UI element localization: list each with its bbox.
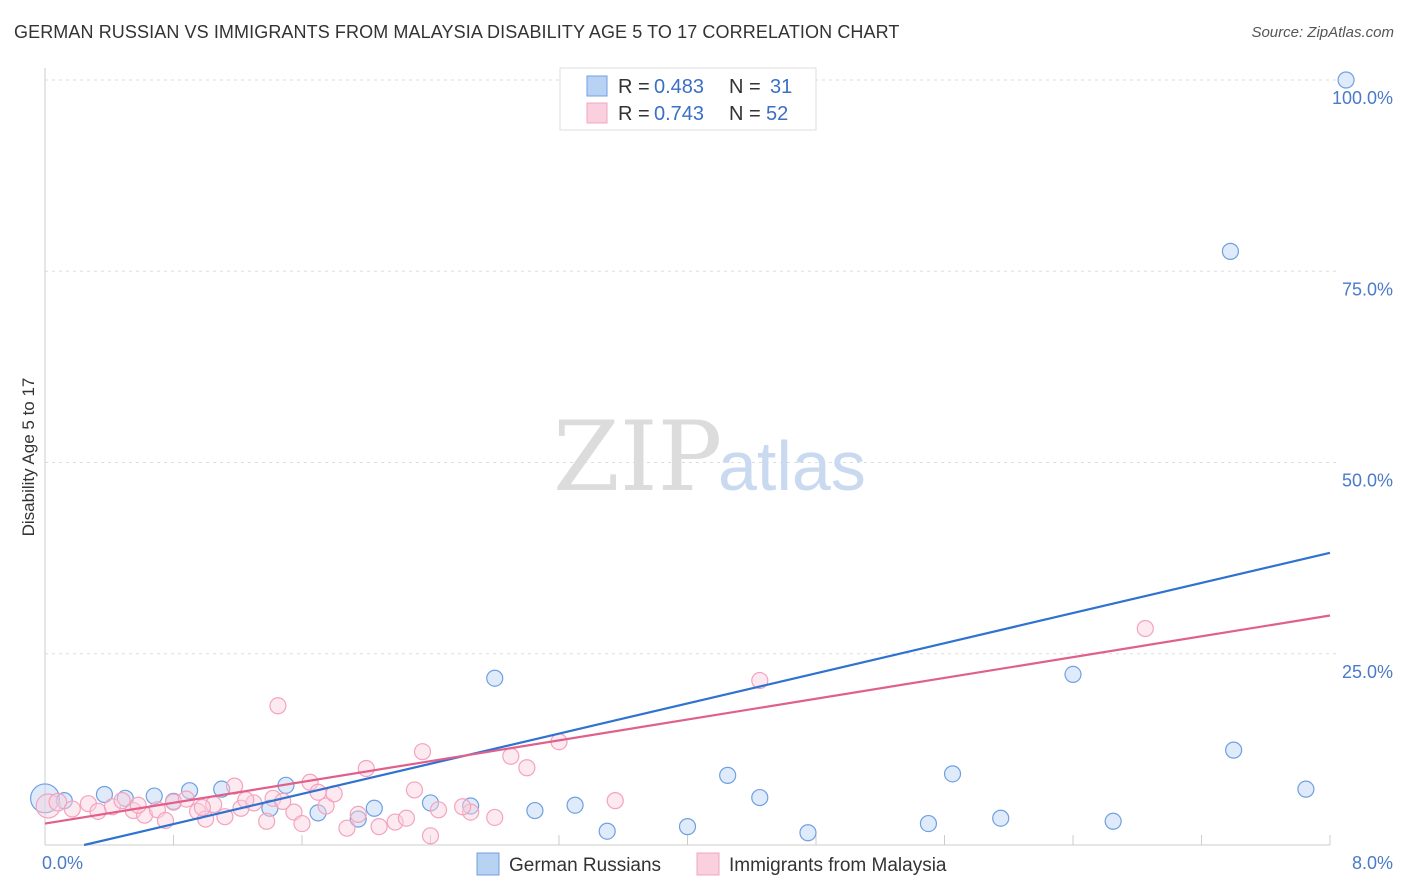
- malaysia-point: [421, 827, 440, 845]
- malaysia-point: [518, 759, 536, 777]
- malaysia-point: [397, 809, 416, 827]
- trendline-malaysia: [44, 614, 1331, 825]
- chart-title: GERMAN RUSSIAN VS IMMIGRANTS FROM MALAYS…: [14, 22, 900, 42]
- malaysia-point: [113, 792, 131, 810]
- malaysia-point: [1136, 619, 1154, 638]
- bottom-legend-swatch-malaysia: [696, 852, 720, 876]
- malaysia-point: [269, 697, 287, 715]
- german-russians-point: [992, 809, 1010, 827]
- malaysia-point: [349, 805, 367, 824]
- german-russians-point: [145, 787, 163, 805]
- legend-n-value-0: 31: [770, 76, 792, 98]
- legend-r-value-1: 0.743: [654, 103, 704, 125]
- german-russians-point: [598, 822, 616, 840]
- malaysia-point: [357, 759, 375, 778]
- y-tick-label: 75.0%: [1342, 279, 1393, 299]
- malaysia-point: [386, 813, 404, 831]
- german-russians-point: [751, 788, 769, 807]
- trendline-german-russians: [83, 551, 1331, 847]
- german-russians-point: [95, 785, 114, 804]
- y-tick-label: 100.0%: [1332, 88, 1393, 108]
- watermark-atlas: atlas: [718, 427, 866, 505]
- legend-n-label-1: N =: [729, 103, 761, 125]
- legend-r-label-1: R =: [618, 103, 650, 125]
- y-tick-label: 25.0%: [1342, 662, 1393, 682]
- german-russians-point: [919, 814, 938, 833]
- german-russians-point: [1297, 780, 1315, 798]
- legend-r-label-0: R =: [618, 76, 650, 98]
- malaysia-point: [274, 792, 292, 810]
- malaysia-point: [338, 819, 356, 837]
- source-credit: Source: ZipAtlas.com: [1251, 24, 1394, 41]
- legend-swatch-malaysia: [586, 102, 608, 124]
- german-russians-point: [1064, 665, 1082, 684]
- gridlines: [45, 79, 1338, 655]
- malaysia-point: [370, 818, 388, 836]
- german-russians-point: [799, 824, 817, 842]
- legend-n-value-1: 52: [766, 103, 788, 125]
- x-tick-labels: 0.0% 8.0%: [42, 853, 1393, 873]
- watermark-zip: ZIP: [553, 401, 722, 513]
- malaysia-point: [405, 781, 424, 799]
- malaysia-point: [48, 792, 68, 812]
- malaysia-point: [258, 812, 276, 830]
- y-axis-label: Disability Age 5 to 17: [19, 378, 38, 537]
- german-russians-point: [1104, 812, 1122, 830]
- german-russians-point: [213, 780, 231, 798]
- german-russians-point: [486, 669, 504, 687]
- legend-n-label-0: N =: [729, 76, 761, 98]
- malaysia-point: [454, 798, 472, 816]
- y-tick-labels: 25.0% 50.0% 75.0% 100.0%: [1332, 88, 1393, 682]
- german-russians-point: [1337, 71, 1355, 89]
- malaysia-point: [502, 747, 520, 765]
- malaysia-point: [606, 792, 624, 810]
- malaysia-point: [429, 801, 448, 819]
- watermark: ZIP atlas: [553, 401, 866, 513]
- x-tick-label-max: 8.0%: [1352, 853, 1393, 873]
- malaysia-point: [103, 798, 122, 816]
- y-tick-label: 50.0%: [1342, 471, 1393, 491]
- german-russians-point: [30, 783, 60, 814]
- malaysia-point: [293, 814, 311, 833]
- bottom-legend-swatch-german-russians: [476, 852, 500, 876]
- german-russians-point: [566, 796, 584, 814]
- german-russians-point: [526, 801, 544, 820]
- german-russians-point: [365, 799, 383, 817]
- german-russians-point: [1225, 741, 1243, 759]
- axes: [44, 68, 1331, 846]
- german-russians-point: [349, 810, 367, 828]
- malaysia-point: [35, 793, 61, 819]
- x-tick-label-min: 0.0%: [42, 853, 83, 873]
- malaysia-point: [193, 798, 212, 817]
- german-russians-point: [943, 765, 962, 783]
- legend-r-value-0: 0.483: [654, 76, 704, 98]
- german-russians-point: [678, 818, 697, 836]
- bottom-legend-label-malaysia: Immigrants from Malaysia: [729, 855, 947, 876]
- german-russians-point: [1221, 242, 1240, 260]
- legend-swatch-german-russians: [586, 75, 608, 97]
- malaysia-point: [486, 808, 504, 827]
- legend: R = 0.483 N = 31 R = 0.743 N = 52: [559, 67, 817, 131]
- bottom-legend: German Russians Immigrants from Malaysia: [476, 852, 947, 876]
- malaysia-point: [317, 797, 335, 815]
- trendlines: [44, 551, 1331, 847]
- malaysia-point: [413, 743, 432, 761]
- malaysia-point: [63, 800, 81, 818]
- german-russians-point: [719, 766, 737, 784]
- bottom-legend-label-german-russians: German Russians: [509, 855, 661, 876]
- series-german-russians-points: [30, 71, 1355, 842]
- malaysia-point: [129, 796, 147, 814]
- malaysia-point: [225, 777, 244, 795]
